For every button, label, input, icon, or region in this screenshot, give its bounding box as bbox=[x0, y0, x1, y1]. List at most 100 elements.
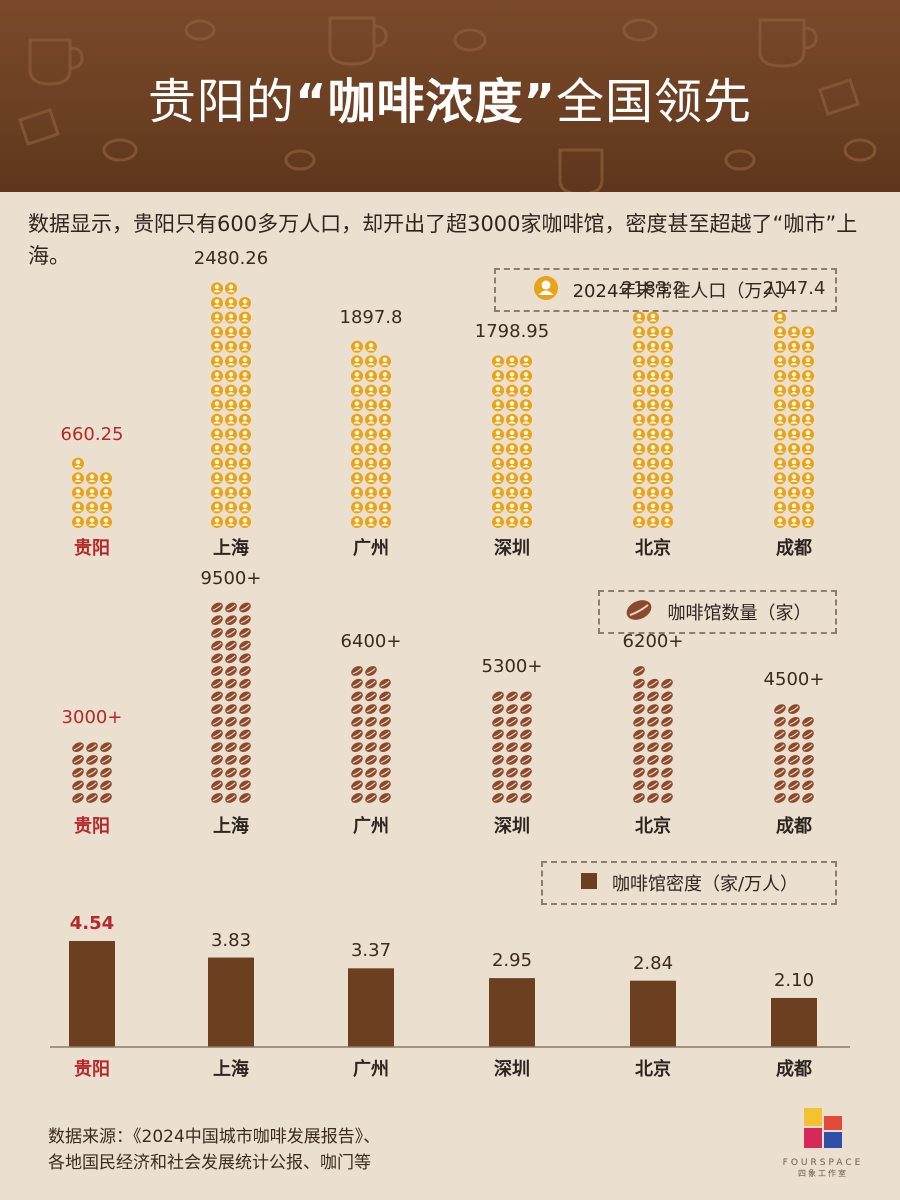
density-value-1: 3.83 bbox=[210, 929, 252, 951]
pop-unit-2-3-1 bbox=[365, 472, 377, 485]
pop-unit-4-0-1 bbox=[647, 516, 659, 528]
pop-unit-1-3-1 bbox=[225, 472, 237, 485]
pop-unit-1-5-0 bbox=[211, 443, 223, 455]
pop-unit-4-13-1 bbox=[647, 326, 659, 339]
count-unit-1-5-0 bbox=[208, 727, 226, 742]
pop-unit-1-15-2 bbox=[239, 297, 251, 309]
pop-unit-3-0-1 bbox=[506, 516, 518, 528]
count-value-5: 4500+ bbox=[763, 669, 825, 691]
count-unit-4-4-2 bbox=[658, 739, 676, 755]
count-unit-0-3-0 bbox=[69, 752, 87, 768]
pop-unit-1-0-1 bbox=[225, 516, 237, 528]
count-unit-4-6-0 bbox=[630, 714, 648, 730]
count-unit-0-0-0 bbox=[69, 790, 87, 806]
count-unit-4-3-1 bbox=[644, 752, 662, 768]
count-unit-1-13-2 bbox=[236, 625, 254, 641]
count-unit-1-3-1 bbox=[222, 752, 240, 768]
count-unit-3-8-1 bbox=[503, 688, 521, 704]
pop-unit-4-3-2 bbox=[661, 472, 673, 485]
pop-unit-0-3-2 bbox=[100, 472, 112, 485]
pop-unit-2-9-0 bbox=[351, 384, 363, 397]
pop-unit-2-6-0 bbox=[351, 428, 363, 441]
count-unit-2-4-0 bbox=[348, 739, 366, 755]
pop-unit-3-4-2 bbox=[520, 457, 532, 470]
pop-unit-4-10-0 bbox=[633, 370, 645, 382]
pop-unit-0-3-0 bbox=[72, 472, 84, 485]
pop-unit-5-12-1 bbox=[788, 340, 800, 353]
count-unit-2-0-2 bbox=[376, 790, 394, 806]
pop-unit-4-2-0 bbox=[633, 486, 645, 499]
pop-unit-0-4-0 bbox=[72, 457, 84, 470]
person-icon bbox=[533, 275, 559, 306]
count-unit-3-6-0 bbox=[489, 714, 507, 730]
count-unit-5-6-1 bbox=[785, 714, 803, 730]
pop-unit-3-7-2 bbox=[520, 413, 532, 426]
count-unit-5-5-0 bbox=[771, 727, 789, 742]
pop-unit-4-8-0 bbox=[633, 399, 645, 412]
pop-unit-2-4-0 bbox=[351, 457, 363, 470]
pop-unit-0-2-1 bbox=[86, 486, 98, 499]
count-unit-4-2-2 bbox=[658, 765, 676, 781]
count-unit-4-6-1 bbox=[644, 714, 662, 730]
count-unit-1-1-1 bbox=[222, 777, 240, 793]
count-unit-2-5-2 bbox=[376, 727, 394, 742]
pop-unit-3-9-0 bbox=[492, 384, 504, 397]
pop-unit-4-3-0 bbox=[633, 472, 645, 485]
density-city-3: 深圳 bbox=[494, 1059, 530, 1080]
pop-unit-1-14-2 bbox=[239, 311, 251, 324]
pop-unit-1-2-2 bbox=[239, 486, 251, 499]
count-unit-2-3-0 bbox=[348, 752, 366, 768]
logo-text: FOURSPACE bbox=[782, 1158, 864, 1168]
pop-unit-1-6-1 bbox=[225, 428, 237, 441]
pop-unit-2-11-0 bbox=[351, 355, 363, 368]
pop-unit-2-11-1 bbox=[365, 355, 377, 368]
pop-unit-5-11-0 bbox=[774, 355, 786, 368]
count-unit-5-0-2 bbox=[799, 790, 817, 806]
pop-unit-4-13-0 bbox=[633, 326, 645, 339]
count-value-3: 5300+ bbox=[481, 656, 543, 678]
pop-unit-1-0-2 bbox=[239, 516, 251, 528]
count-unit-5-1-2 bbox=[799, 777, 817, 793]
pop-unit-1-8-1 bbox=[225, 399, 237, 412]
count-unit-3-0-0 bbox=[489, 790, 507, 806]
count-unit-2-6-2 bbox=[376, 714, 394, 730]
pop-unit-4-7-0 bbox=[633, 413, 645, 426]
count-unit-2-5-0 bbox=[348, 727, 366, 742]
count-unit-5-2-0 bbox=[771, 765, 789, 781]
pop-unit-1-14-0 bbox=[211, 311, 223, 324]
count-unit-1-4-2 bbox=[236, 739, 254, 755]
pop-unit-2-10-2 bbox=[379, 370, 391, 382]
density-city-4: 北京 bbox=[635, 1059, 671, 1080]
count-unit-1-8-0 bbox=[208, 688, 226, 704]
count-unit-3-5-2 bbox=[517, 727, 535, 742]
pop-unit-5-8-2 bbox=[802, 399, 814, 412]
count-unit-2-3-1 bbox=[362, 752, 380, 768]
pop-unit-0-0-1 bbox=[86, 516, 98, 528]
count-unit-5-3-2 bbox=[799, 752, 817, 768]
count-city-3: 深圳 bbox=[494, 816, 530, 837]
legend-density-label: 咖啡馆密度（家/万人） bbox=[611, 874, 799, 895]
count-unit-1-15-2 bbox=[236, 600, 254, 615]
count-unit-5-3-0 bbox=[771, 752, 789, 768]
pop-unit-2-10-0 bbox=[351, 370, 363, 382]
density-chart bbox=[69, 941, 817, 1047]
count-unit-4-1-0 bbox=[630, 777, 648, 793]
pop-unit-5-4-0 bbox=[774, 457, 786, 470]
pop-unit-4-11-1 bbox=[647, 355, 659, 368]
pop-city-3: 深圳 bbox=[494, 538, 530, 559]
pop-unit-2-5-0 bbox=[351, 443, 363, 455]
count-unit-4-0-1 bbox=[644, 790, 662, 806]
density-city-2: 广州 bbox=[353, 1059, 389, 1080]
count-unit-1-8-2 bbox=[236, 688, 254, 704]
count-unit-2-7-2 bbox=[376, 701, 394, 717]
count-unit-2-6-1 bbox=[362, 714, 380, 730]
pop-unit-3-11-2 bbox=[520, 355, 532, 368]
count-unit-3-4-0 bbox=[489, 739, 507, 755]
pop-unit-1-0-0 bbox=[211, 516, 223, 528]
count-unit-0-1-2 bbox=[97, 777, 115, 793]
title-prefix: 贵阳的 bbox=[147, 74, 295, 130]
pop-unit-3-7-0 bbox=[492, 413, 504, 426]
pop-unit-3-1-1 bbox=[506, 501, 518, 514]
count-unit-0-2-0 bbox=[69, 765, 87, 781]
pop-unit-1-11-2 bbox=[239, 355, 251, 368]
